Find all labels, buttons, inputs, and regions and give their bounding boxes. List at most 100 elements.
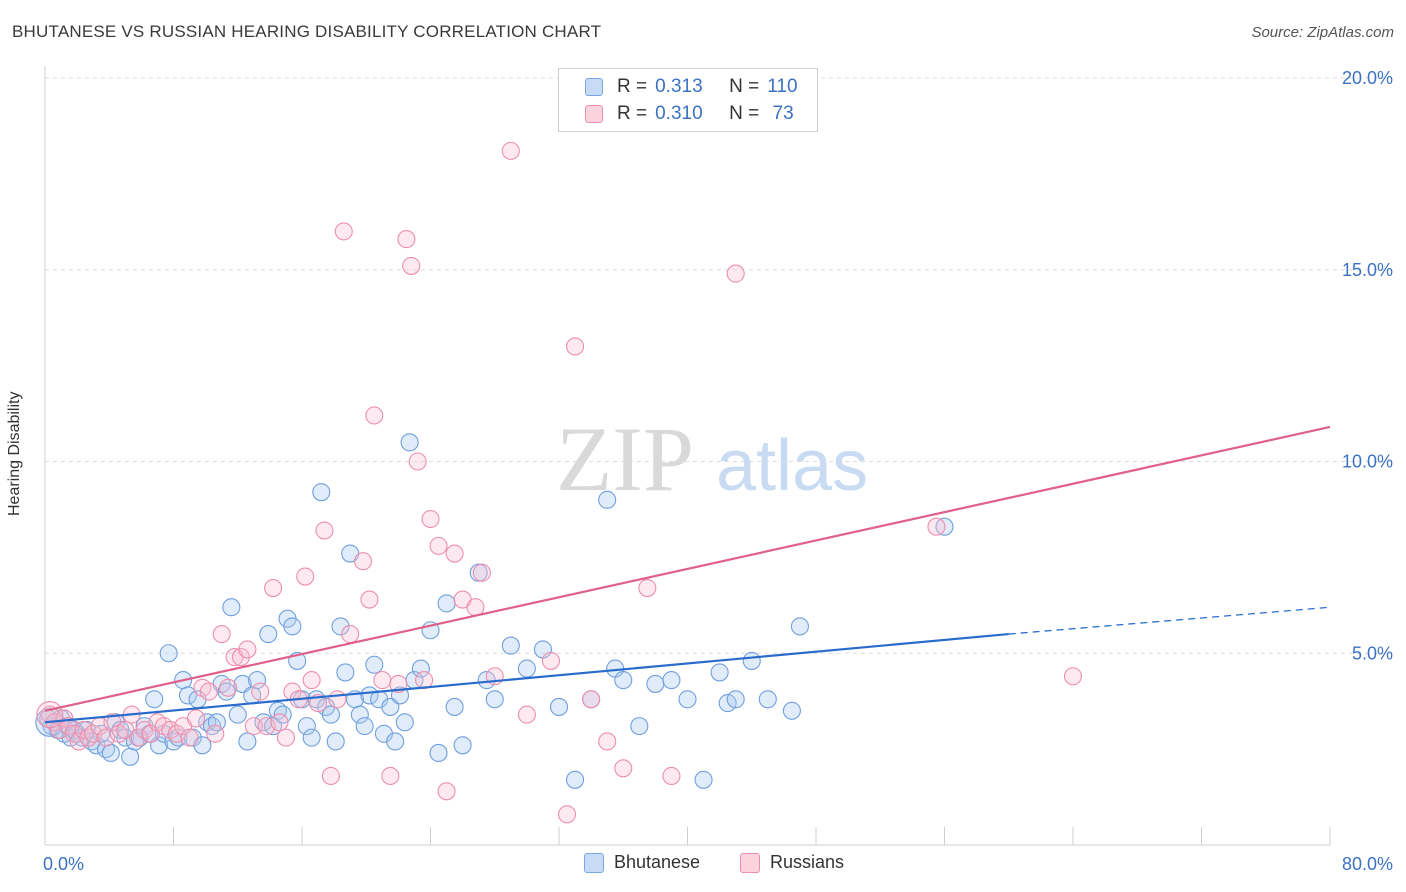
data-point <box>678 690 697 709</box>
trend-lines <box>44 425 1331 724</box>
legend-item-bhutanese[interactable]: Bhutanese <box>584 852 700 873</box>
data-point <box>244 717 263 736</box>
data-point <box>662 671 681 690</box>
data-point <box>429 536 448 555</box>
bhutanese-label: Bhutanese <box>614 852 701 872</box>
legend-swatch-russians <box>585 105 603 123</box>
watermark-atlas: atlas <box>716 426 868 506</box>
data-point <box>222 598 241 617</box>
data-point <box>466 598 485 617</box>
watermark: ZIP atlas <box>556 408 868 510</box>
data-point <box>302 728 321 747</box>
data-point <box>517 659 536 678</box>
data-point <box>400 433 419 452</box>
data-point <box>228 705 247 724</box>
data-point <box>178 686 198 705</box>
legend-n-value: 73 <box>767 103 794 124</box>
data-point <box>437 594 456 613</box>
data-point <box>296 567 315 586</box>
data-point <box>251 682 270 701</box>
data-point <box>927 517 946 536</box>
correlation-legend: R = 0.313 N = 110 R = 0.310 N = 73 <box>558 68 818 132</box>
x-tick-label: 80.0% <box>1342 854 1393 874</box>
watermark-zip: ZIP <box>556 408 694 510</box>
data-point <box>365 655 384 674</box>
data-point <box>541 651 561 670</box>
data-point <box>315 521 334 540</box>
data-point <box>353 552 373 571</box>
data-point <box>445 697 464 716</box>
data-point <box>1063 667 1083 686</box>
data-point <box>397 230 416 249</box>
legend-row-bhutanese: R = 0.313 N = 110 <box>559 74 798 100</box>
data-point <box>328 690 347 709</box>
series-legend: Bhutanese Russians <box>0 852 1406 876</box>
russians-label: Russians <box>770 852 845 872</box>
data-point <box>638 579 657 598</box>
data-point <box>453 736 472 755</box>
data-point <box>662 766 681 786</box>
legend-n-label: N = <box>729 76 760 97</box>
data-point <box>437 782 456 801</box>
data-point <box>270 713 289 732</box>
russians-points <box>36 141 1083 824</box>
data-point <box>485 690 504 709</box>
legend-r-value: 0.313 <box>655 76 703 97</box>
data-point <box>694 770 713 789</box>
data-point <box>341 625 360 644</box>
legend-r-label: R = <box>617 103 648 124</box>
data-point <box>264 579 283 598</box>
data-point-cluster <box>36 701 64 729</box>
data-point <box>782 701 801 720</box>
data-point <box>614 759 633 778</box>
data-point <box>421 509 440 529</box>
data-point <box>710 663 729 682</box>
data-point <box>231 648 251 667</box>
data-point <box>360 590 379 609</box>
y-tick-label: 10.0% <box>1342 452 1393 472</box>
legend-item-russians[interactable]: Russians <box>740 852 844 873</box>
data-point <box>758 690 777 709</box>
y-tick-label: 5.0% <box>1352 643 1393 663</box>
data-point <box>381 766 400 786</box>
data-point <box>309 694 328 713</box>
data-point <box>557 805 577 824</box>
data-point <box>408 452 427 471</box>
data-point <box>445 544 464 563</box>
axes <box>44 66 1331 846</box>
data-point <box>598 732 617 751</box>
legend-n-label: N = <box>729 103 760 124</box>
data-point <box>276 728 295 747</box>
data-point <box>472 563 491 582</box>
data-point <box>726 690 745 709</box>
bhutanese-swatch <box>584 852 604 873</box>
data-point <box>247 671 267 690</box>
data-point <box>389 674 408 693</box>
data-point <box>283 617 302 636</box>
y-tick-label: 15.0% <box>1342 260 1393 280</box>
data-point <box>321 705 340 724</box>
data-point <box>326 732 345 751</box>
data-point <box>186 709 206 728</box>
x-tick-label: 0.0% <box>43 854 84 874</box>
data-point <box>373 671 392 690</box>
data-point <box>145 690 164 709</box>
data-point <box>238 640 257 659</box>
data-point <box>549 697 569 716</box>
data-point <box>199 682 218 701</box>
data-point <box>429 743 448 763</box>
data-point <box>159 644 178 663</box>
y-tick-label: 20.0% <box>1342 68 1393 88</box>
data-point <box>321 766 340 786</box>
data-point <box>219 678 238 697</box>
data-point <box>206 724 225 743</box>
data-point <box>238 732 257 751</box>
data-point <box>302 671 321 690</box>
data-point <box>334 222 353 241</box>
data-point <box>212 625 231 644</box>
grid-lines <box>45 77 1392 654</box>
data-point <box>312 483 331 502</box>
legend-row-russians: R = 0.310 N = 73 <box>559 101 794 127</box>
data-point <box>207 713 226 732</box>
data-point <box>386 732 405 751</box>
